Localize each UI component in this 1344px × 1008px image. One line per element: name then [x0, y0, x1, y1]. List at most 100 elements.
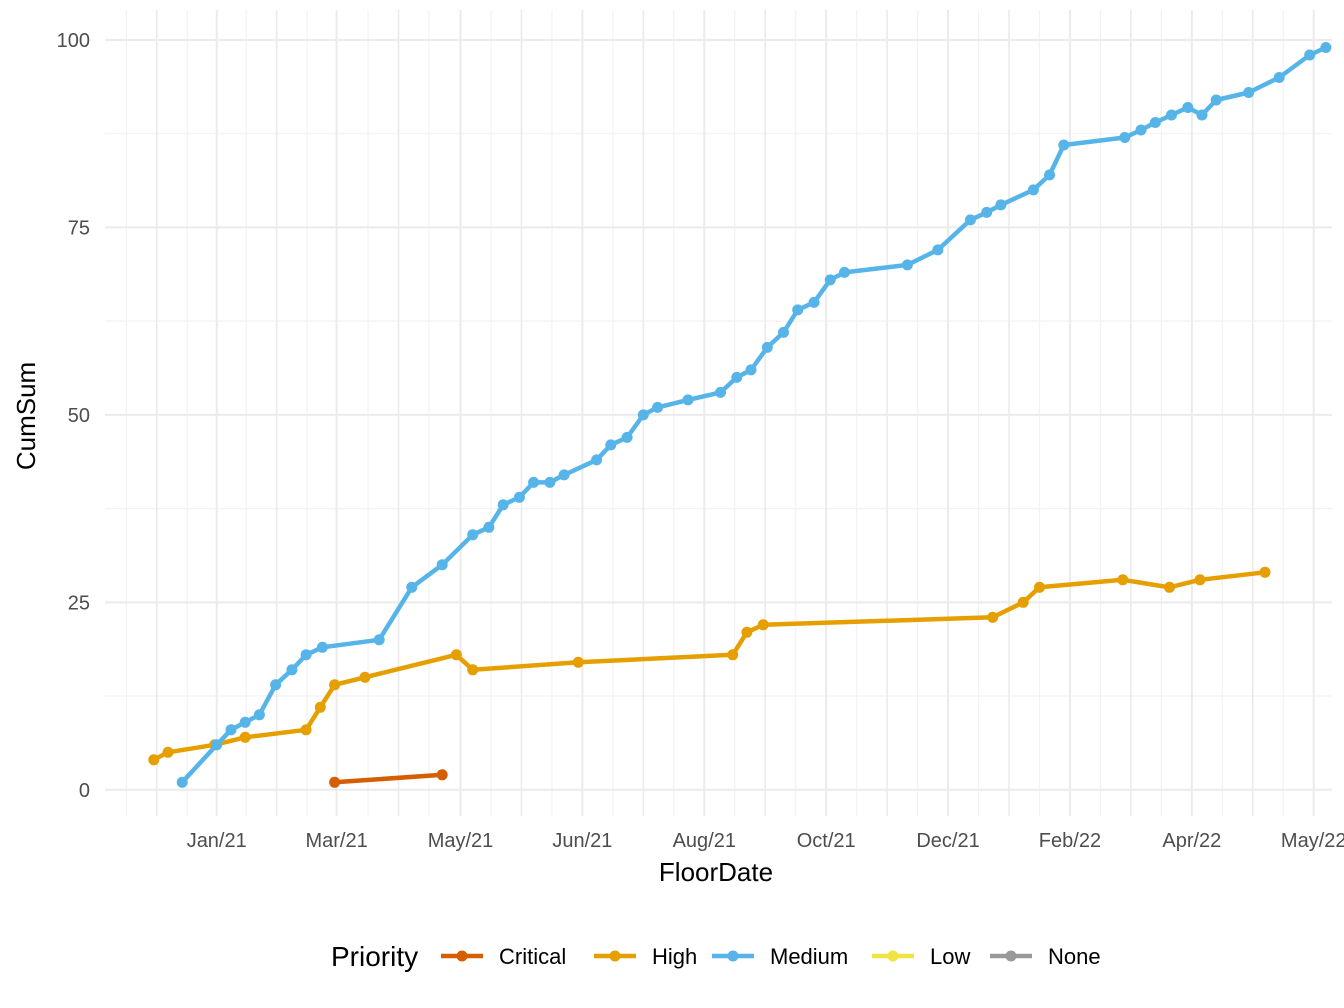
- data-point-medium: [286, 664, 298, 676]
- data-point-medium: [497, 499, 509, 511]
- data-point-medium: [964, 214, 976, 226]
- y-tick-label: 50: [68, 405, 90, 427]
- y-tick-label: 75: [68, 217, 90, 239]
- data-point-high: [1034, 581, 1045, 593]
- data-point-medium: [300, 649, 312, 661]
- data-point-medium: [981, 206, 993, 218]
- x-axis-title: FloorDate: [659, 857, 773, 887]
- data-point-high: [239, 731, 251, 743]
- legend-key-point-high: [609, 950, 621, 962]
- x-tick-label: Dec/21: [916, 830, 979, 852]
- data-point-high: [1194, 574, 1206, 586]
- data-point-medium: [792, 304, 804, 316]
- major-gridlines: [105, 10, 1332, 816]
- data-point-medium: [513, 491, 525, 503]
- data-point-medium: [373, 634, 385, 646]
- data-point-medium: [1044, 169, 1056, 181]
- data-point-critical: [329, 776, 341, 788]
- data-point-medium: [808, 296, 820, 308]
- data-point-medium: [1027, 184, 1039, 196]
- data-point-medium: [637, 409, 649, 421]
- data-point-high: [450, 649, 462, 661]
- data-point-medium: [558, 469, 570, 481]
- data-point-high: [727, 649, 739, 661]
- legend-label-critical: Critical: [499, 944, 566, 969]
- data-point-high: [741, 626, 753, 638]
- data-point-medium: [715, 386, 726, 398]
- series-layer: [148, 42, 1332, 788]
- data-point-medium: [239, 716, 251, 728]
- data-point-medium: [839, 266, 850, 278]
- x-tick-label: Oct/21: [797, 830, 856, 852]
- data-point-medium: [995, 199, 1007, 211]
- x-axis-tick-labels: Jan/21 Mar/21 May/21 Jun/21 Aug/21 Oct/21 Dec/…: [187, 830, 1344, 852]
- data-point-medium: [1166, 109, 1177, 121]
- data-point-high: [1117, 574, 1129, 586]
- legend-key-point-none: [1005, 950, 1017, 962]
- data-point-high: [1164, 581, 1175, 593]
- data-point-medium: [176, 776, 188, 788]
- legend-label-medium: Medium: [770, 944, 848, 969]
- series-line-critical: [334, 772, 443, 785]
- data-point-high: [148, 754, 160, 766]
- data-point-high: [1017, 596, 1029, 608]
- x-tick-label: Jun/21: [552, 830, 612, 852]
- data-point-high: [162, 746, 174, 758]
- legend: Priority Critical High Medium Low None: [331, 941, 1101, 972]
- data-point-medium: [225, 724, 237, 736]
- x-tick-label: Feb/22: [1039, 830, 1101, 852]
- legend-key-point-low: [887, 950, 899, 962]
- data-point-high: [329, 679, 341, 691]
- data-point-medium: [406, 581, 418, 593]
- data-point-medium: [778, 326, 789, 338]
- data-point-medium: [211, 739, 223, 751]
- data-point-medium: [253, 709, 265, 721]
- data-point-medium: [605, 439, 617, 451]
- data-point-medium: [316, 641, 328, 653]
- data-point-medium: [1243, 87, 1255, 98]
- data-point-medium: [1058, 139, 1070, 151]
- y-tick-label: 100: [57, 30, 90, 52]
- data-point-high: [314, 701, 326, 713]
- legend-title: Priority: [331, 941, 418, 972]
- minor-gridlines: [105, 10, 1332, 816]
- data-point-critical: [436, 769, 448, 781]
- data-point-medium: [1119, 132, 1131, 143]
- x-tick-label: Jan/21: [187, 830, 247, 852]
- data-point-medium: [528, 476, 540, 488]
- data-point-high: [757, 619, 769, 631]
- data-point-high: [1259, 566, 1271, 578]
- data-point-medium: [932, 244, 944, 256]
- legend-key-point-medium: [727, 950, 739, 962]
- data-point-medium: [1149, 117, 1161, 128]
- data-point-medium: [731, 371, 743, 383]
- series-line-high: [152, 570, 1266, 762]
- x-tick-label: Mar/21: [305, 830, 367, 852]
- data-point-medium: [1210, 94, 1222, 106]
- y-axis-tick-labels: 0 25 50 75 100: [57, 30, 90, 802]
- legend-label-none: None: [1048, 944, 1101, 969]
- data-point-medium: [745, 364, 757, 376]
- data-point-medium: [270, 679, 282, 691]
- data-point-medium: [621, 431, 633, 443]
- legend-key-point-critical: [456, 950, 468, 962]
- data-point-medium: [483, 521, 495, 533]
- data-point-high: [359, 671, 371, 683]
- y-tick-label: 0: [79, 780, 90, 802]
- data-point-high: [572, 656, 584, 668]
- data-point-medium: [467, 529, 479, 541]
- data-point-medium: [436, 559, 448, 571]
- x-tick-label: May/21: [428, 830, 494, 852]
- legend-label-high: High: [652, 944, 697, 969]
- data-point-high: [987, 611, 999, 623]
- data-point-medium: [901, 259, 913, 271]
- data-point-medium: [652, 401, 664, 413]
- x-tick-label: May/22: [1281, 830, 1344, 852]
- legend-label-low: Low: [930, 944, 970, 969]
- data-point-high: [300, 724, 312, 736]
- data-point-medium: [1304, 49, 1316, 61]
- data-point-medium: [682, 394, 694, 406]
- x-tick-label: Apr/22: [1162, 830, 1221, 852]
- data-point-high: [467, 664, 479, 676]
- x-tick-label: Aug/21: [673, 830, 736, 852]
